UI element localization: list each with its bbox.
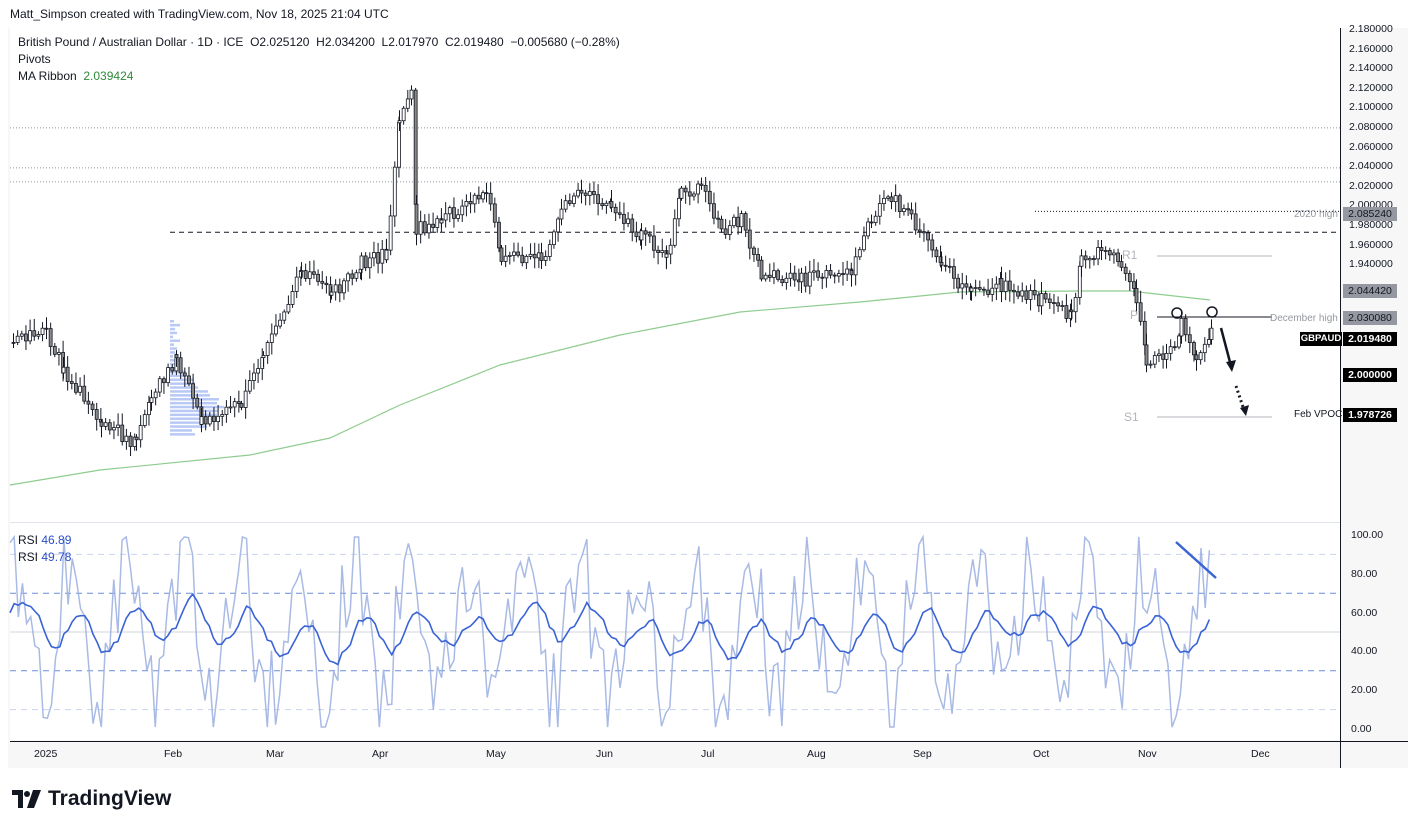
pivot-r1-label: R1 — [1122, 248, 1137, 262]
price-tick: 2.120000 — [1349, 82, 1406, 94]
time-tick: Oct — [1033, 748, 1049, 760]
ma-value: 2.039424 — [83, 69, 133, 83]
time-tick: Jun — [596, 748, 613, 760]
rsi-1-label: RSI — [18, 533, 38, 547]
time-tick: Feb — [164, 748, 182, 760]
ma-ribbon-indicator[interactable]: MA Ribbon 2.039424 — [18, 68, 620, 85]
price-tick: 2.180000 — [1349, 23, 1406, 35]
price-tick: 2.020000 — [1349, 180, 1406, 192]
ma-label: MA Ribbon — [18, 69, 77, 83]
price-tick: 2.140000 — [1349, 62, 1406, 74]
tradingview-logo-icon — [12, 790, 42, 808]
time-tick: Jul — [701, 748, 714, 760]
rsi-2-value: 49.78 — [41, 550, 71, 564]
note-december-high: December high — [1270, 313, 1338, 324]
rsi-tick: 80.00 — [1351, 568, 1406, 580]
brand-name: TradingView — [48, 787, 171, 811]
open-value: O2.025120 — [250, 35, 309, 49]
time-tick: Nov — [1138, 748, 1157, 760]
tradingview-logo[interactable]: TradingView — [12, 787, 171, 811]
rsi-tick: 100.00 — [1351, 529, 1406, 541]
chart-legend: British Pound / Australian Dollar · 1D ·… — [18, 34, 620, 85]
tag-2020-high: 2.085240 — [1343, 207, 1397, 221]
time-axis-border — [10, 741, 1408, 742]
price-tick: 2.100000 — [1349, 101, 1406, 113]
rsi-1-value: 46.89 — [41, 533, 71, 547]
time-tick: 2025 — [34, 748, 57, 760]
rsi-2-label: RSI — [18, 550, 38, 564]
rsi-tick: 0.00 — [1351, 723, 1406, 735]
time-tick: Sep — [913, 748, 932, 760]
rsi-tick: 40.00 — [1351, 645, 1406, 657]
price-tick: 1.940000 — [1349, 258, 1406, 270]
time-tick: Apr — [372, 748, 388, 760]
tag-feb-vpoc: 1.978726 — [1343, 408, 1397, 422]
time-tick: Mar — [266, 748, 284, 760]
pivots-indicator[interactable]: Pivots — [18, 51, 620, 68]
rsi-2[interactable]: RSI 49.78 — [18, 549, 71, 566]
chart-canvas[interactable] — [0, 0, 1411, 827]
last-price-tag: 2.019480 — [1343, 332, 1397, 346]
time-tick: Dec — [1251, 748, 1270, 760]
price-tick: 1.960000 — [1349, 239, 1406, 251]
price-tick: 2.060000 — [1349, 141, 1406, 153]
pivot-s1-label: S1 — [1124, 410, 1139, 424]
tag-december-high: 2.030080 — [1343, 311, 1397, 325]
price-tick: 2.080000 — [1349, 121, 1406, 133]
change-value: −0.005680 (−0.28%) — [510, 35, 619, 49]
note-feb-vpoc: Feb VPOC — [1294, 409, 1342, 420]
symbol-name[interactable]: British Pound / Australian Dollar · 1D ·… — [18, 35, 243, 49]
time-tick: Aug — [807, 748, 826, 760]
price-axis-border — [1340, 28, 1341, 768]
rsi-tick: 20.00 — [1351, 684, 1406, 696]
rsi-tick: 60.00 — [1351, 607, 1406, 619]
rsi-legend: RSI 46.89 RSI 49.78 — [18, 532, 71, 566]
high-value: H2.034200 — [316, 35, 375, 49]
symbol-tag: GBPAUD — [1300, 332, 1342, 346]
rsi-1[interactable]: RSI 46.89 — [18, 532, 71, 549]
tag-2000000: 2.000000 — [1343, 368, 1397, 382]
tag-2044420: 2.044420 — [1343, 284, 1397, 298]
price-tick: 2.160000 — [1349, 43, 1406, 55]
price-tick: 2.040000 — [1349, 160, 1406, 172]
time-tick: May — [486, 748, 506, 760]
close-value: C2.019480 — [445, 35, 504, 49]
note-2020-high: 2020 high — [1294, 209, 1338, 220]
pivot-p-label: P — [1130, 308, 1138, 322]
symbol-line: British Pound / Australian Dollar · 1D ·… — [18, 34, 620, 51]
low-value: L2.017970 — [382, 35, 439, 49]
pane-separator[interactable] — [10, 522, 1340, 523]
